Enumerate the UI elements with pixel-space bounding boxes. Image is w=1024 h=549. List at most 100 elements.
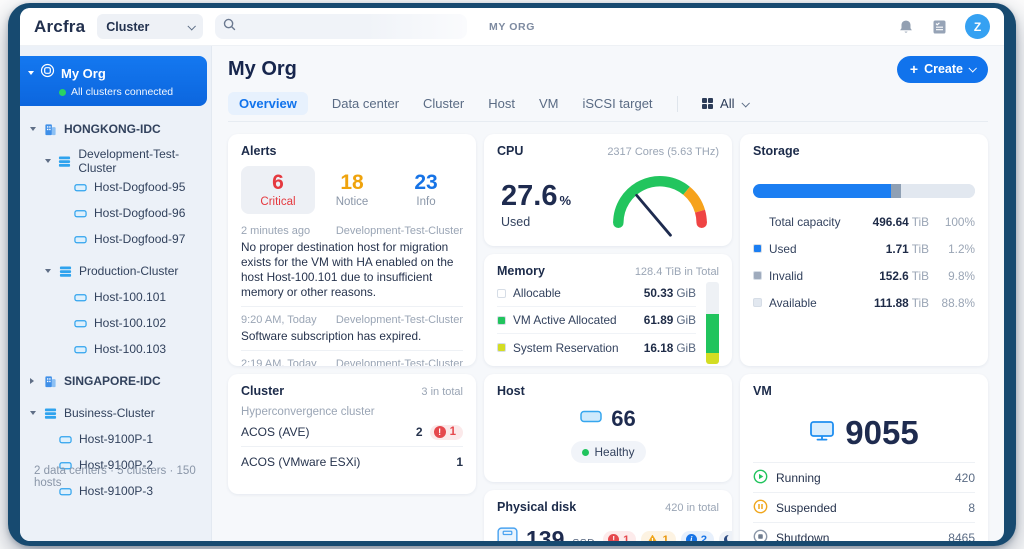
- storage-card-title: Storage: [753, 144, 800, 158]
- storage-row-available: Available 111.88 TiB 88.8%: [753, 289, 975, 316]
- critical-badge-count: 1: [449, 426, 456, 438]
- tab-divider: [676, 95, 678, 112]
- storage-row-value: 496.64: [872, 214, 909, 229]
- memory-body: Allocable 50.33 GiB VM Active Allocated …: [497, 280, 719, 364]
- notice-count: 18: [340, 171, 364, 194]
- allocable-swatch: [497, 288, 506, 298]
- alert-meta: 2:19 AM, Today Development-Test-Cluster: [241, 358, 463, 366]
- alert-list: 2 minutes ago Development-Test-Cluster N…: [241, 218, 463, 366]
- search-input[interactable]: [215, 14, 468, 39]
- critical-alerts-stat[interactable]: 6 Critical: [241, 166, 315, 214]
- storage-bar-invalid: [890, 184, 901, 198]
- memory-row-unit: GiB: [676, 286, 696, 300]
- tab-host[interactable]: Host: [488, 96, 515, 111]
- tree-item-label: Host-Dogfood-96: [94, 206, 186, 220]
- disk-icon: [497, 526, 518, 541]
- tab-data-center[interactable]: Data center: [331, 96, 400, 111]
- shutdown-icon: [753, 529, 768, 541]
- info-count: 23: [414, 171, 438, 194]
- create-button[interactable]: + Create: [896, 55, 988, 83]
- tree-item[interactable]: Host-Dogfood-97: [20, 226, 211, 252]
- reservation-swatch: [497, 343, 506, 352]
- tree-item[interactable]: Host-9100P-3: [20, 478, 211, 504]
- alert-item[interactable]: 2:19 AM, Today Development-Test-Cluster …: [241, 351, 463, 366]
- memory-row-vm-active: VM Active Allocated 61.89 GiB: [497, 307, 696, 334]
- sidebar-item-my-org[interactable]: My Org All clusters connected: [20, 56, 207, 106]
- tree-item[interactable]: SINGAPORE-IDC: [20, 368, 211, 394]
- tab-cluster[interactable]: Cluster: [423, 96, 465, 111]
- vm-active-swatch: [497, 315, 506, 325]
- memory-row-label: Allocable: [513, 286, 561, 300]
- tree-item[interactable]: Host-100.101: [20, 284, 211, 310]
- storage-bar-used: [753, 184, 891, 198]
- memory-row-value: 16.18: [643, 340, 674, 355]
- sidebar-tree: HONGKONG-IDC Development-Test-Cluster Ho…: [20, 116, 211, 504]
- memory-usage-bar: [706, 282, 719, 364]
- chevron-down-icon: [187, 21, 197, 31]
- alert-item[interactable]: 2 minutes ago Development-Test-Cluster N…: [241, 218, 463, 307]
- memory-card-title: Memory: [497, 264, 545, 278]
- tree-item[interactable]: Development-Test-Cluster: [20, 147, 211, 175]
- disk-standby-badge[interactable]: 2: [719, 531, 732, 541]
- tree-item[interactable]: Production-Cluster: [20, 258, 211, 284]
- host-icon: [73, 316, 87, 330]
- caret-down-icon[interactable]: [28, 71, 34, 75]
- memory-bar-vm-active: [706, 313, 719, 354]
- tree-caret-icon[interactable]: [45, 159, 58, 163]
- tree-item[interactable]: Host-100.103: [20, 336, 211, 362]
- sidebar-summary: 2 data centers · 5 clusters · 150 hosts: [34, 465, 196, 489]
- view-filter-dropdown[interactable]: All: [701, 96, 750, 111]
- memory-bar-allocable: [706, 282, 719, 314]
- cpu-used-label: Used: [501, 215, 531, 229]
- tree-item-label: SINGAPORE-IDC: [64, 374, 161, 388]
- disk-critical-badge[interactable]: ! 1: [603, 531, 637, 541]
- tree-item[interactable]: Host-Dogfood-96: [20, 200, 211, 226]
- alert-item[interactable]: 9:20 AM, Today Development-Test-Cluster …: [241, 307, 463, 351]
- main-content: My Org + Create Overview Data center Clu…: [212, 46, 1004, 541]
- app-window-frame: Arcfra Cluster MY ORG Z: [8, 3, 1016, 546]
- view-filter-value: All: [720, 96, 735, 111]
- cluster-row-acos-esxi[interactable]: ACOS (VMware ESXi) 1: [241, 447, 463, 476]
- vm-row-label: Suspended: [776, 500, 837, 515]
- tree-item[interactable]: Host-9100P-1: [20, 426, 211, 452]
- scope-selector[interactable]: Cluster: [97, 14, 204, 39]
- storage-rows: Total capacity 496.64 TiB 100% Used 1.71 T…: [753, 208, 975, 316]
- storage-row-label: Available: [769, 295, 817, 310]
- cluster-card-total: 3 in total: [421, 386, 463, 398]
- org-status-row: All clusters connected: [28, 86, 199, 98]
- vm-row-value: 8465: [948, 530, 975, 542]
- alert-cluster: Development-Test-Cluster: [335, 314, 463, 326]
- disk-info-badge[interactable]: i 2: [680, 531, 715, 542]
- search-wrap: [215, 14, 468, 39]
- disk-card-title: Physical disk: [497, 500, 577, 514]
- task-list-icon[interactable]: [932, 19, 947, 35]
- critical-badge[interactable]: ! 1: [429, 424, 463, 440]
- topbar-actions: Z: [898, 14, 990, 39]
- tree-item[interactable]: Host-Dogfood-95: [20, 174, 211, 200]
- cluster-icon: [58, 264, 72, 278]
- notice-alerts-stat[interactable]: 18 Notice: [315, 166, 389, 214]
- brand-logo: Arcfra: [34, 16, 86, 36]
- tree-item[interactable]: Host-9100P-2: [20, 452, 211, 478]
- info-alerts-stat[interactable]: 23 Info: [389, 166, 463, 214]
- tree-item[interactable]: HONGKONG-IDC: [20, 116, 211, 142]
- cluster-row-acos-ave[interactable]: ACOS (AVE) 2 ! 1: [241, 418, 463, 447]
- disk-info-count: 2: [700, 533, 708, 542]
- tree-item[interactable]: Host-100.102: [20, 310, 211, 336]
- tree-caret-icon[interactable]: [30, 411, 43, 415]
- disk-row: 139 SSD ! 1 ! 1: [497, 526, 732, 542]
- tab-overview[interactable]: Overview: [228, 92, 308, 115]
- datacenter-icon: [43, 122, 57, 136]
- tab-vm[interactable]: VM: [538, 96, 559, 111]
- notification-bell-icon[interactable]: [898, 19, 914, 35]
- tab-iscsi-target[interactable]: iSCSI target: [582, 96, 653, 111]
- tree-caret-icon[interactable]: [45, 269, 58, 273]
- tree-item-label: Host-9100P-2: [79, 458, 154, 472]
- user-avatar[interactable]: Z: [965, 14, 990, 39]
- healthy-status-badge[interactable]: Healthy: [570, 441, 646, 463]
- disk-warning-badge[interactable]: ! 1: [641, 531, 676, 541]
- tree-caret-icon[interactable]: [30, 127, 43, 131]
- tree-caret-icon[interactable]: [30, 378, 43, 384]
- tree-item[interactable]: Business-Cluster: [20, 400, 211, 426]
